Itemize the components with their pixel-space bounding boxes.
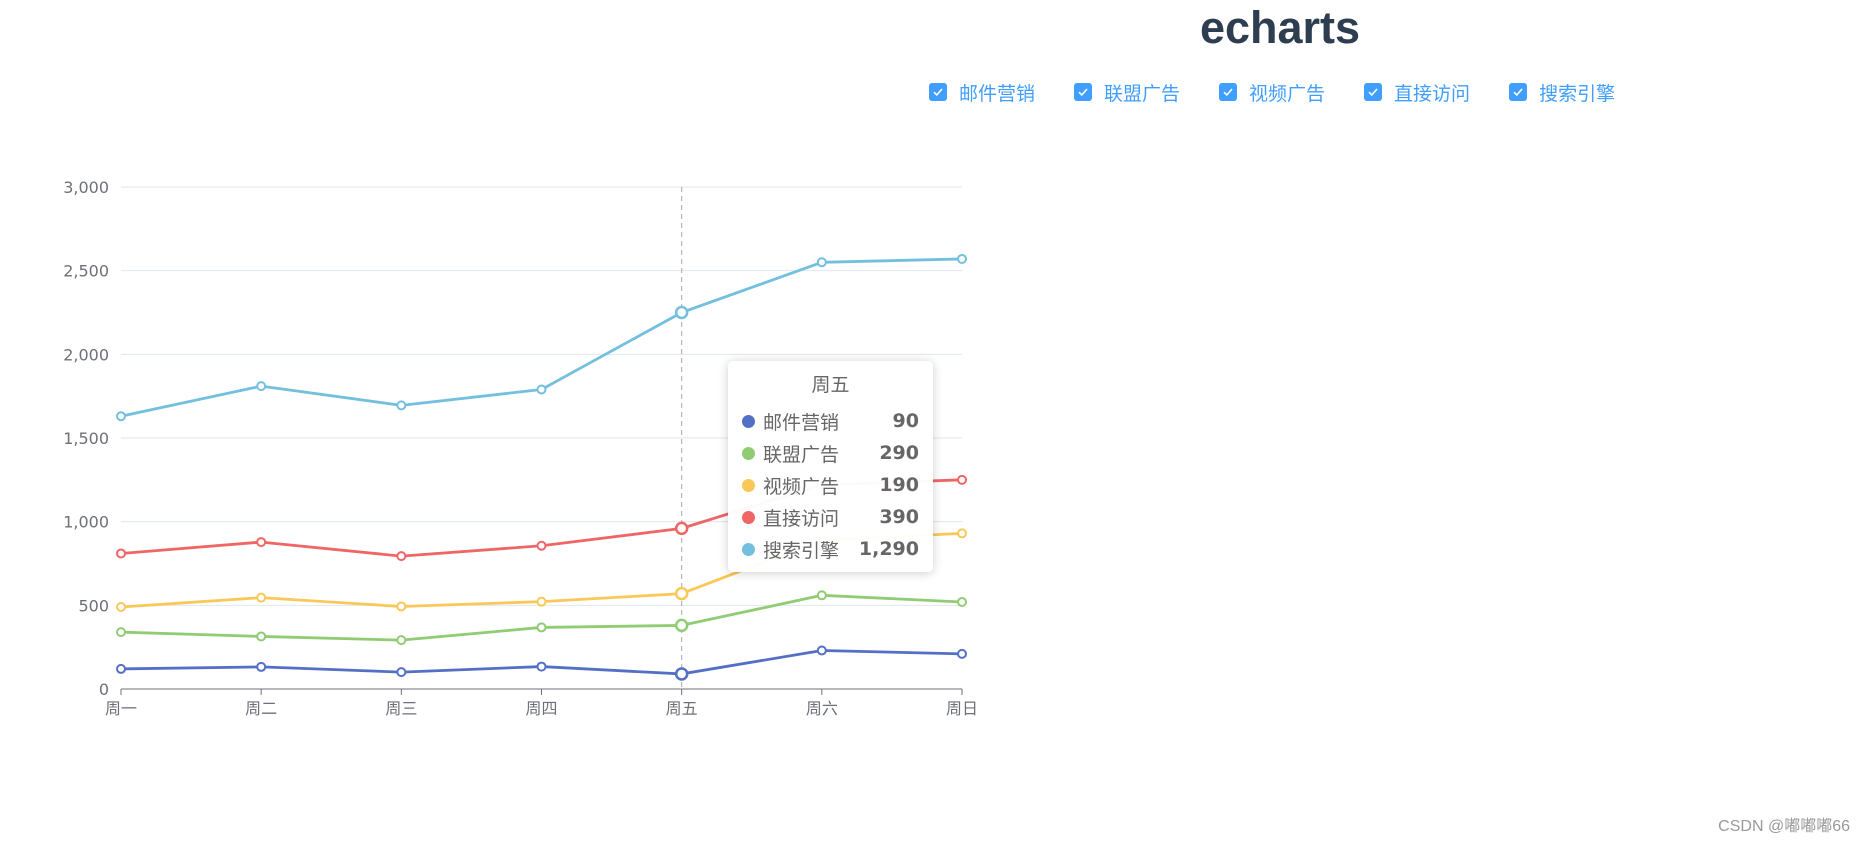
data-point	[256, 631, 267, 642]
checkbox-checked-icon[interactable]	[1074, 83, 1093, 101]
series-color-dot	[742, 446, 755, 460]
tooltip-series-value: 1,290	[858, 538, 919, 560]
data-point	[116, 411, 126, 422]
checkbox-label: 搜索引擎	[1539, 82, 1616, 105]
data-point	[256, 381, 267, 392]
checkbox-label: 联盟广告	[1104, 82, 1181, 105]
checkbox-series-2[interactable]: 视频广告	[1219, 79, 1325, 106]
series-color-dot	[742, 478, 755, 492]
checkbox-checked-icon[interactable]	[1219, 83, 1238, 101]
checkbox-checked-icon[interactable]	[1509, 83, 1528, 101]
data-point	[674, 521, 689, 536]
checkbox-series-4[interactable]: 搜索引擎	[1509, 79, 1615, 106]
series-checkbox-group: 邮件营销 联盟广告 视频广告 直接访问 搜索引擎	[929, 78, 1654, 106]
tooltip-row: 直接访问 390	[742, 501, 919, 533]
data-point	[674, 618, 689, 633]
x-tick-label: 周四	[525, 699, 557, 718]
data-point	[116, 548, 126, 559]
tooltip-title: 周五	[811, 374, 850, 396]
data-point	[116, 627, 126, 638]
data-point	[536, 540, 547, 551]
tooltip-series-name: 直接访问	[763, 507, 840, 530]
data-point	[957, 528, 967, 539]
tooltip-series-value: 190	[879, 474, 919, 496]
data-point	[536, 596, 547, 607]
y-tick-label: 1,500	[63, 429, 109, 448]
data-point	[256, 661, 267, 672]
data-point	[116, 602, 126, 613]
y-tick-label: 2,000	[63, 345, 109, 364]
data-point	[674, 305, 689, 320]
x-tick-label: 周五	[666, 699, 698, 718]
checkbox-series-0[interactable]: 邮件营销	[929, 79, 1035, 106]
data-point	[816, 257, 827, 268]
data-point	[957, 253, 967, 264]
tooltip-series-name: 视频广告	[763, 475, 840, 498]
checkbox-series-1[interactable]: 联盟广告	[1074, 79, 1180, 106]
series-color-dot	[742, 510, 755, 524]
x-tick-label: 周一	[105, 699, 137, 718]
data-point	[674, 667, 689, 681]
tooltip-row: 视频广告 190	[742, 469, 919, 501]
x-tick-label: 周日	[946, 699, 978, 718]
data-point	[957, 596, 967, 607]
y-tick-label: 3,000	[63, 178, 109, 197]
data-point	[816, 590, 827, 601]
tooltip-series-name: 邮件营销	[763, 411, 840, 434]
tooltip-row: 邮件营销 90	[742, 405, 919, 437]
data-point	[536, 622, 547, 633]
y-tick-label: 0	[99, 680, 109, 699]
page-title: echarts	[1199, 2, 1361, 53]
data-point	[957, 474, 967, 485]
y-tick-label: 1,000	[63, 513, 109, 532]
data-point	[256, 537, 267, 548]
tooltip-row: 联盟广告 290	[742, 437, 919, 469]
data-point	[674, 586, 689, 601]
data-point	[536, 384, 547, 395]
data-point	[396, 635, 407, 646]
x-tick-label: 周六	[806, 699, 838, 718]
checkbox-label: 邮件营销	[959, 82, 1036, 105]
checkbox-label: 直接访问	[1394, 82, 1471, 105]
checkbox-series-3[interactable]: 直接访问	[1364, 79, 1470, 106]
tooltip-series-value: 390	[879, 506, 919, 528]
tooltip-series-value: 290	[879, 442, 919, 464]
data-point	[957, 648, 967, 659]
series-color-dot	[742, 414, 755, 428]
chart-tooltip: 周五 邮件营销 90 联盟广告 290 视频广告 190 直接访问 390 搜索…	[728, 361, 933, 572]
y-tick-label: 500	[78, 596, 109, 615]
y-tick-label: 2,500	[63, 262, 109, 281]
data-point	[396, 667, 407, 678]
series-color-dot	[742, 542, 755, 556]
tooltip-series-name: 联盟广告	[763, 443, 840, 466]
watermark: CSDN @嘟嘟嘟66	[1718, 818, 1850, 835]
x-tick-label: 周三	[385, 699, 417, 718]
checkbox-checked-icon[interactable]	[1364, 83, 1383, 101]
data-point	[536, 661, 547, 672]
x-tick-label: 周二	[245, 699, 277, 718]
tooltip-series-name: 搜索引擎	[763, 539, 840, 562]
data-point	[256, 592, 267, 603]
tooltip-series-value: 90	[892, 410, 919, 432]
checkbox-label: 视频广告	[1249, 82, 1326, 105]
checkbox-checked-icon[interactable]	[929, 83, 947, 101]
data-point	[396, 601, 407, 612]
data-point	[816, 645, 827, 656]
data-point	[116, 663, 126, 674]
data-point	[396, 551, 407, 562]
tooltip-row: 搜索引擎 1,290	[742, 533, 919, 565]
data-point	[396, 400, 407, 411]
